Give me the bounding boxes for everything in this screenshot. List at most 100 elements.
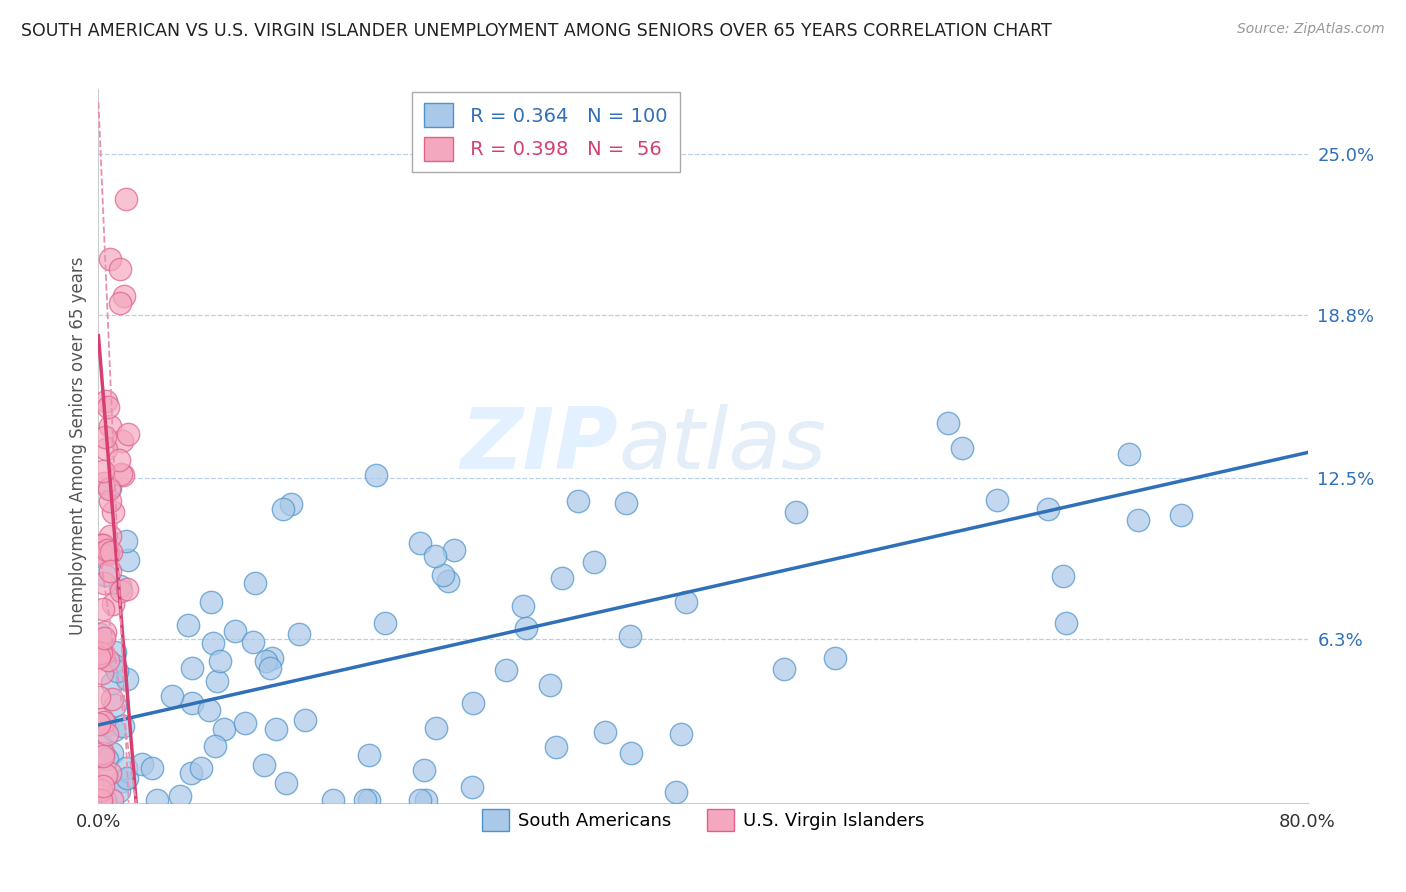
Point xyxy=(772,662,794,676)
Point xyxy=(91,746,114,760)
Point xyxy=(620,746,643,760)
Point xyxy=(207,674,229,689)
Point xyxy=(614,496,637,510)
Point xyxy=(288,627,311,641)
Point xyxy=(94,393,117,408)
Point xyxy=(1118,448,1140,462)
Point xyxy=(259,661,281,675)
Point xyxy=(93,632,115,646)
Point xyxy=(97,400,120,414)
Point xyxy=(1170,508,1192,523)
Point xyxy=(111,434,134,449)
Point xyxy=(91,779,114,793)
Point xyxy=(131,756,153,771)
Point xyxy=(89,627,111,641)
Point xyxy=(93,575,115,590)
Point xyxy=(181,696,204,710)
Point xyxy=(90,783,112,797)
Point xyxy=(357,747,380,762)
Point xyxy=(97,653,120,667)
Point xyxy=(110,579,132,593)
Text: SOUTH AMERICAN VS U.S. VIRGIN ISLANDER UNEMPLOYMENT AMONG SENIORS OVER 65 YEARS : SOUTH AMERICAN VS U.S. VIRGIN ISLANDER U… xyxy=(21,22,1052,40)
Point xyxy=(101,793,124,807)
Point xyxy=(233,716,256,731)
Point xyxy=(96,442,118,456)
Point xyxy=(103,505,125,519)
Point xyxy=(190,761,212,775)
Point xyxy=(461,780,484,794)
Point xyxy=(665,785,688,799)
Point xyxy=(96,752,118,766)
Point xyxy=(619,629,641,643)
Point xyxy=(89,717,111,731)
Point xyxy=(538,678,561,692)
Point xyxy=(98,494,121,508)
Point xyxy=(98,765,121,780)
Point xyxy=(115,672,138,686)
Point xyxy=(94,430,117,444)
Point xyxy=(146,793,169,807)
Legend: South Americans, U.S. Virgin Islanders: South Americans, U.S. Virgin Islanders xyxy=(472,800,934,840)
Point xyxy=(785,505,807,519)
Point xyxy=(950,441,973,455)
Point xyxy=(89,649,111,664)
Point xyxy=(90,538,112,552)
Point xyxy=(495,663,517,677)
Point xyxy=(671,727,693,741)
Point xyxy=(90,793,112,807)
Point xyxy=(180,766,202,780)
Point xyxy=(112,288,135,302)
Point xyxy=(94,624,117,639)
Point xyxy=(100,747,122,761)
Point xyxy=(551,571,574,585)
Point xyxy=(1052,569,1074,583)
Point xyxy=(103,657,125,672)
Point xyxy=(97,547,120,561)
Point xyxy=(98,481,121,495)
Point xyxy=(824,650,846,665)
Point xyxy=(90,647,112,661)
Point xyxy=(177,618,200,632)
Point xyxy=(91,748,114,763)
Point xyxy=(108,296,131,310)
Point xyxy=(110,584,132,599)
Point xyxy=(214,722,236,736)
Point xyxy=(180,661,202,675)
Point xyxy=(436,574,458,588)
Point xyxy=(91,666,114,681)
Point xyxy=(294,713,316,727)
Point xyxy=(105,664,128,678)
Point xyxy=(98,418,121,433)
Point xyxy=(91,712,114,726)
Point xyxy=(432,568,454,582)
Point xyxy=(512,599,534,614)
Point xyxy=(90,546,112,560)
Point xyxy=(96,727,118,741)
Point xyxy=(91,538,114,552)
Point xyxy=(94,767,117,781)
Point xyxy=(322,793,344,807)
Point xyxy=(90,738,112,752)
Point xyxy=(243,576,266,591)
Point xyxy=(936,417,959,431)
Point xyxy=(115,771,138,785)
Point xyxy=(567,494,589,508)
Point xyxy=(108,783,131,797)
Text: ZIP: ZIP xyxy=(461,404,619,488)
Point xyxy=(409,536,432,550)
Point xyxy=(111,468,134,483)
Point xyxy=(108,261,131,276)
Point xyxy=(242,635,264,649)
Point xyxy=(374,616,396,631)
Point xyxy=(253,757,276,772)
Point xyxy=(1036,502,1059,516)
Point xyxy=(201,636,224,650)
Point xyxy=(100,545,122,559)
Point xyxy=(90,646,112,660)
Point xyxy=(264,722,287,736)
Point xyxy=(104,645,127,659)
Point xyxy=(169,789,191,803)
Point xyxy=(101,692,124,706)
Point xyxy=(89,793,111,807)
Point xyxy=(1054,616,1077,631)
